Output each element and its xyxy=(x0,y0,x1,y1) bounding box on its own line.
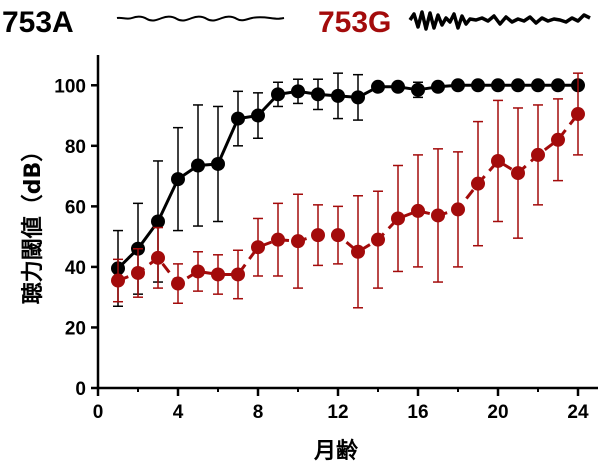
x-tick-label: 16 xyxy=(407,402,428,423)
y-tick-label: 0 xyxy=(75,379,86,400)
data-point xyxy=(211,267,225,282)
data-point xyxy=(351,244,365,259)
y-tick-label: 80 xyxy=(65,137,86,158)
series-753g xyxy=(111,72,585,309)
data-point xyxy=(391,211,405,226)
data-point xyxy=(431,79,445,94)
x-tick-label: 0 xyxy=(93,402,104,423)
data-point xyxy=(291,84,305,99)
x-tick-label: 20 xyxy=(487,402,508,423)
y-tick-label: 40 xyxy=(65,258,86,279)
data-point xyxy=(471,78,485,93)
series-line xyxy=(117,113,580,286)
axes xyxy=(96,55,598,390)
data-point xyxy=(491,153,505,168)
data-point xyxy=(271,87,285,102)
data-point xyxy=(571,107,585,122)
data-point xyxy=(271,232,285,247)
data-point xyxy=(531,147,545,162)
data-point xyxy=(351,90,365,105)
legend-label-753a: 753A xyxy=(2,6,74,39)
data-point xyxy=(551,132,565,147)
data-point xyxy=(431,208,445,223)
x-tick-label: 4 xyxy=(173,402,184,423)
data-point xyxy=(531,78,545,93)
data-point xyxy=(511,78,525,93)
data-point xyxy=(511,166,525,181)
data-point xyxy=(411,82,425,97)
data-point xyxy=(171,172,185,187)
data-point xyxy=(211,156,225,171)
data-point xyxy=(231,267,245,282)
data-point xyxy=(411,203,425,218)
data-point xyxy=(331,228,345,243)
legend: 753A 753G xyxy=(2,6,591,39)
x-ticks: 0 4 8 12 16 20 24 xyxy=(93,388,589,423)
legend-waveform-753a xyxy=(116,15,285,22)
x-tick-label: 12 xyxy=(327,402,348,423)
y-ticks: 0 20 40 60 80 100 xyxy=(54,76,98,400)
data-point xyxy=(231,111,245,126)
y-tick-label: 60 xyxy=(65,197,86,218)
x-tick-label: 24 xyxy=(567,402,589,423)
data-point xyxy=(291,234,305,249)
data-point xyxy=(171,276,185,291)
data-point xyxy=(471,176,485,191)
data-point xyxy=(191,264,205,279)
y-tick-label: 20 xyxy=(65,318,86,339)
data-point xyxy=(251,240,265,255)
data-point xyxy=(491,78,505,93)
y-tick-label: 100 xyxy=(54,76,86,97)
series-line xyxy=(116,83,578,270)
legend-waveform-753g xyxy=(408,10,591,31)
data-point xyxy=(451,202,465,217)
data-point xyxy=(111,273,125,288)
data-point xyxy=(371,79,385,94)
legend-label-753g: 753G xyxy=(318,6,391,39)
data-point xyxy=(251,108,265,123)
data-point xyxy=(371,232,385,247)
data-point xyxy=(331,88,345,103)
x-axis-title: 月齢 xyxy=(313,438,359,464)
data-point xyxy=(151,214,165,229)
y-axis-title: 聴力閾値（dB） xyxy=(21,140,46,305)
data-point xyxy=(311,228,325,243)
data-point xyxy=(551,78,565,93)
data-point xyxy=(151,250,165,265)
data-point xyxy=(191,158,205,173)
x-tick-label: 8 xyxy=(253,402,264,423)
data-point xyxy=(311,87,325,102)
data-point xyxy=(391,79,405,94)
data-point xyxy=(131,265,145,280)
data-point xyxy=(451,78,465,93)
